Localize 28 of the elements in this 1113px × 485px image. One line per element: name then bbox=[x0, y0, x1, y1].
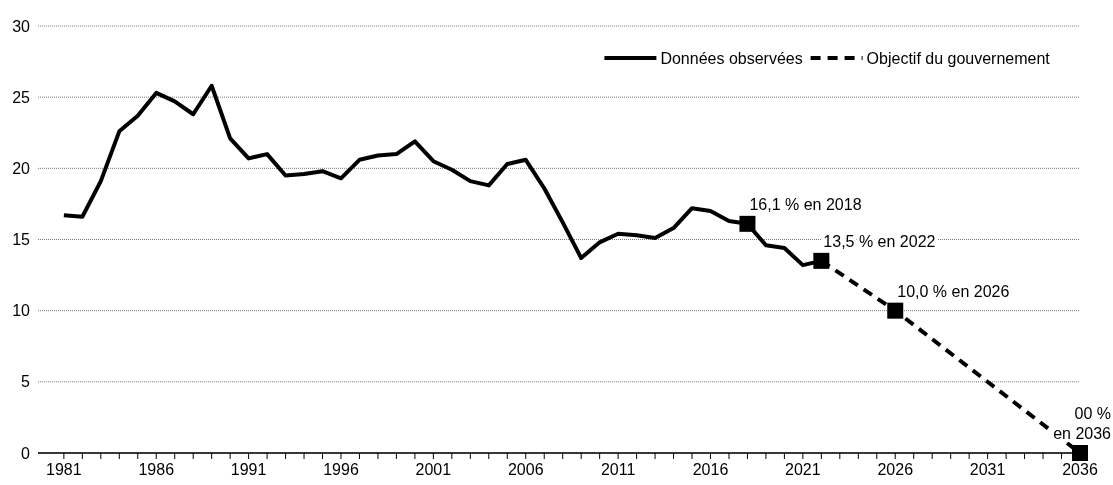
y-tick-label: 25 bbox=[12, 88, 31, 106]
x-tick-label: 2016 bbox=[692, 461, 729, 478]
x-tick-label: 2011 bbox=[600, 461, 636, 478]
x-tick-label: 2026 bbox=[877, 461, 914, 478]
y-tick-label: 20 bbox=[12, 159, 31, 177]
x-tick-label: 1981 bbox=[46, 461, 82, 478]
point bbox=[813, 252, 830, 269]
annotation: 13,5 % en 2022 bbox=[823, 232, 936, 250]
x-tick-label: 2031 bbox=[969, 461, 1006, 478]
legend-label: Données observées bbox=[660, 49, 803, 67]
y-tick-label: 10 bbox=[12, 302, 31, 320]
legend-label: Objectif du gouvernement bbox=[866, 49, 1051, 67]
y-tick-label: 5 bbox=[21, 373, 31, 391]
y-tick-label: 15 bbox=[12, 231, 31, 249]
y-tick-label: 0 bbox=[21, 444, 31, 462]
x-tick-label: 1991 bbox=[230, 461, 267, 478]
point bbox=[739, 215, 756, 232]
annotation: 10,0 % en 2026 bbox=[897, 282, 1010, 300]
x-tick-label: 1996 bbox=[323, 461, 359, 478]
x-tick-label: 2006 bbox=[507, 461, 544, 478]
point bbox=[887, 302, 904, 319]
y-tick-label: 30 bbox=[12, 17, 31, 35]
point bbox=[1072, 445, 1088, 461]
x-tick-label: 2021 bbox=[785, 461, 821, 478]
x-tick-label: 2001 bbox=[415, 461, 452, 478]
x-tick-label: 2036 bbox=[1062, 461, 1098, 478]
x-tick-label: 1986 bbox=[138, 461, 175, 478]
annotation: 16,1 % en 2018 bbox=[749, 195, 862, 213]
